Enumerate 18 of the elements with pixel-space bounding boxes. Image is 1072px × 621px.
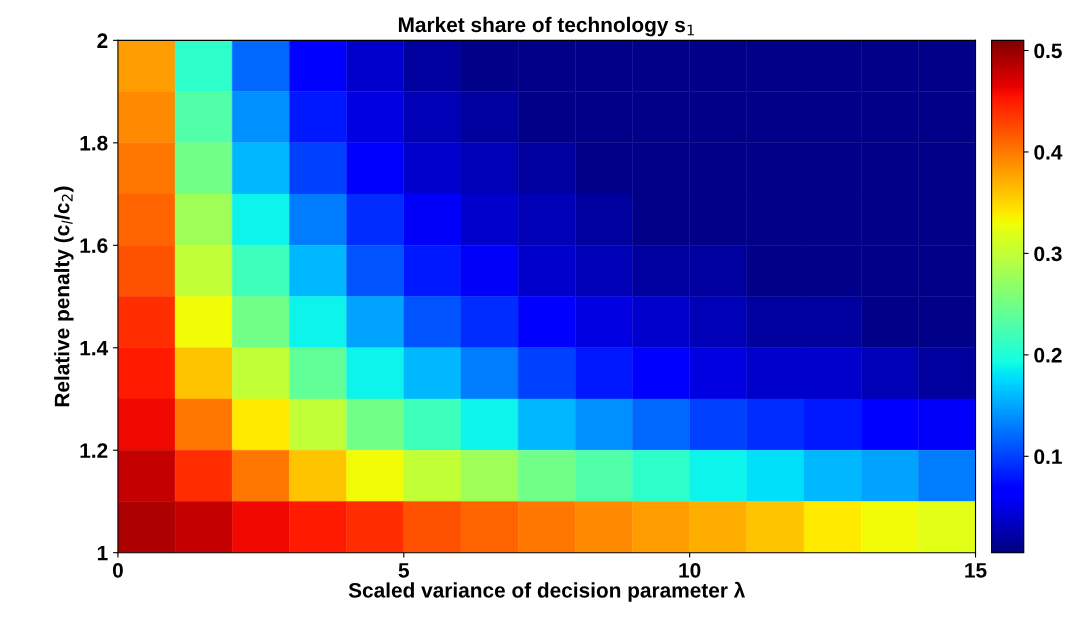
y-tick-label: 2 — [97, 33, 108, 48]
chart-title: Market share of technology s$_{1}$ — [398, 16, 694, 37]
y-tick-label: 1.8 — [80, 135, 108, 151]
color-bar-label: 0.1 — [1034, 449, 1062, 465]
x-tick-label: 5 — [398, 563, 409, 578]
color-bar-label: 0.2 — [1034, 347, 1062, 363]
y-tick-label: 1.2 — [80, 443, 108, 458]
color-bar-label: 0.3 — [1034, 246, 1062, 262]
color-bar-label: 0.5 — [1034, 43, 1062, 59]
x-tick-label: 10 — [679, 562, 701, 578]
y-axis-title: Relative penalty (c$_{l}$/c$_{2}$) — [54, 186, 74, 407]
y-tick-label: 1.6 — [80, 238, 108, 254]
color-bar-label: 0.4 — [1034, 144, 1063, 160]
x-tick-label: 15 — [965, 563, 987, 578]
y-tick-label: 1.4 — [80, 340, 109, 356]
y-tick-label: 1 — [97, 545, 108, 561]
x-axis-title: Scaled variance of decision parameter λ — [348, 581, 746, 602]
x-tick-label: 0 — [112, 562, 123, 578]
